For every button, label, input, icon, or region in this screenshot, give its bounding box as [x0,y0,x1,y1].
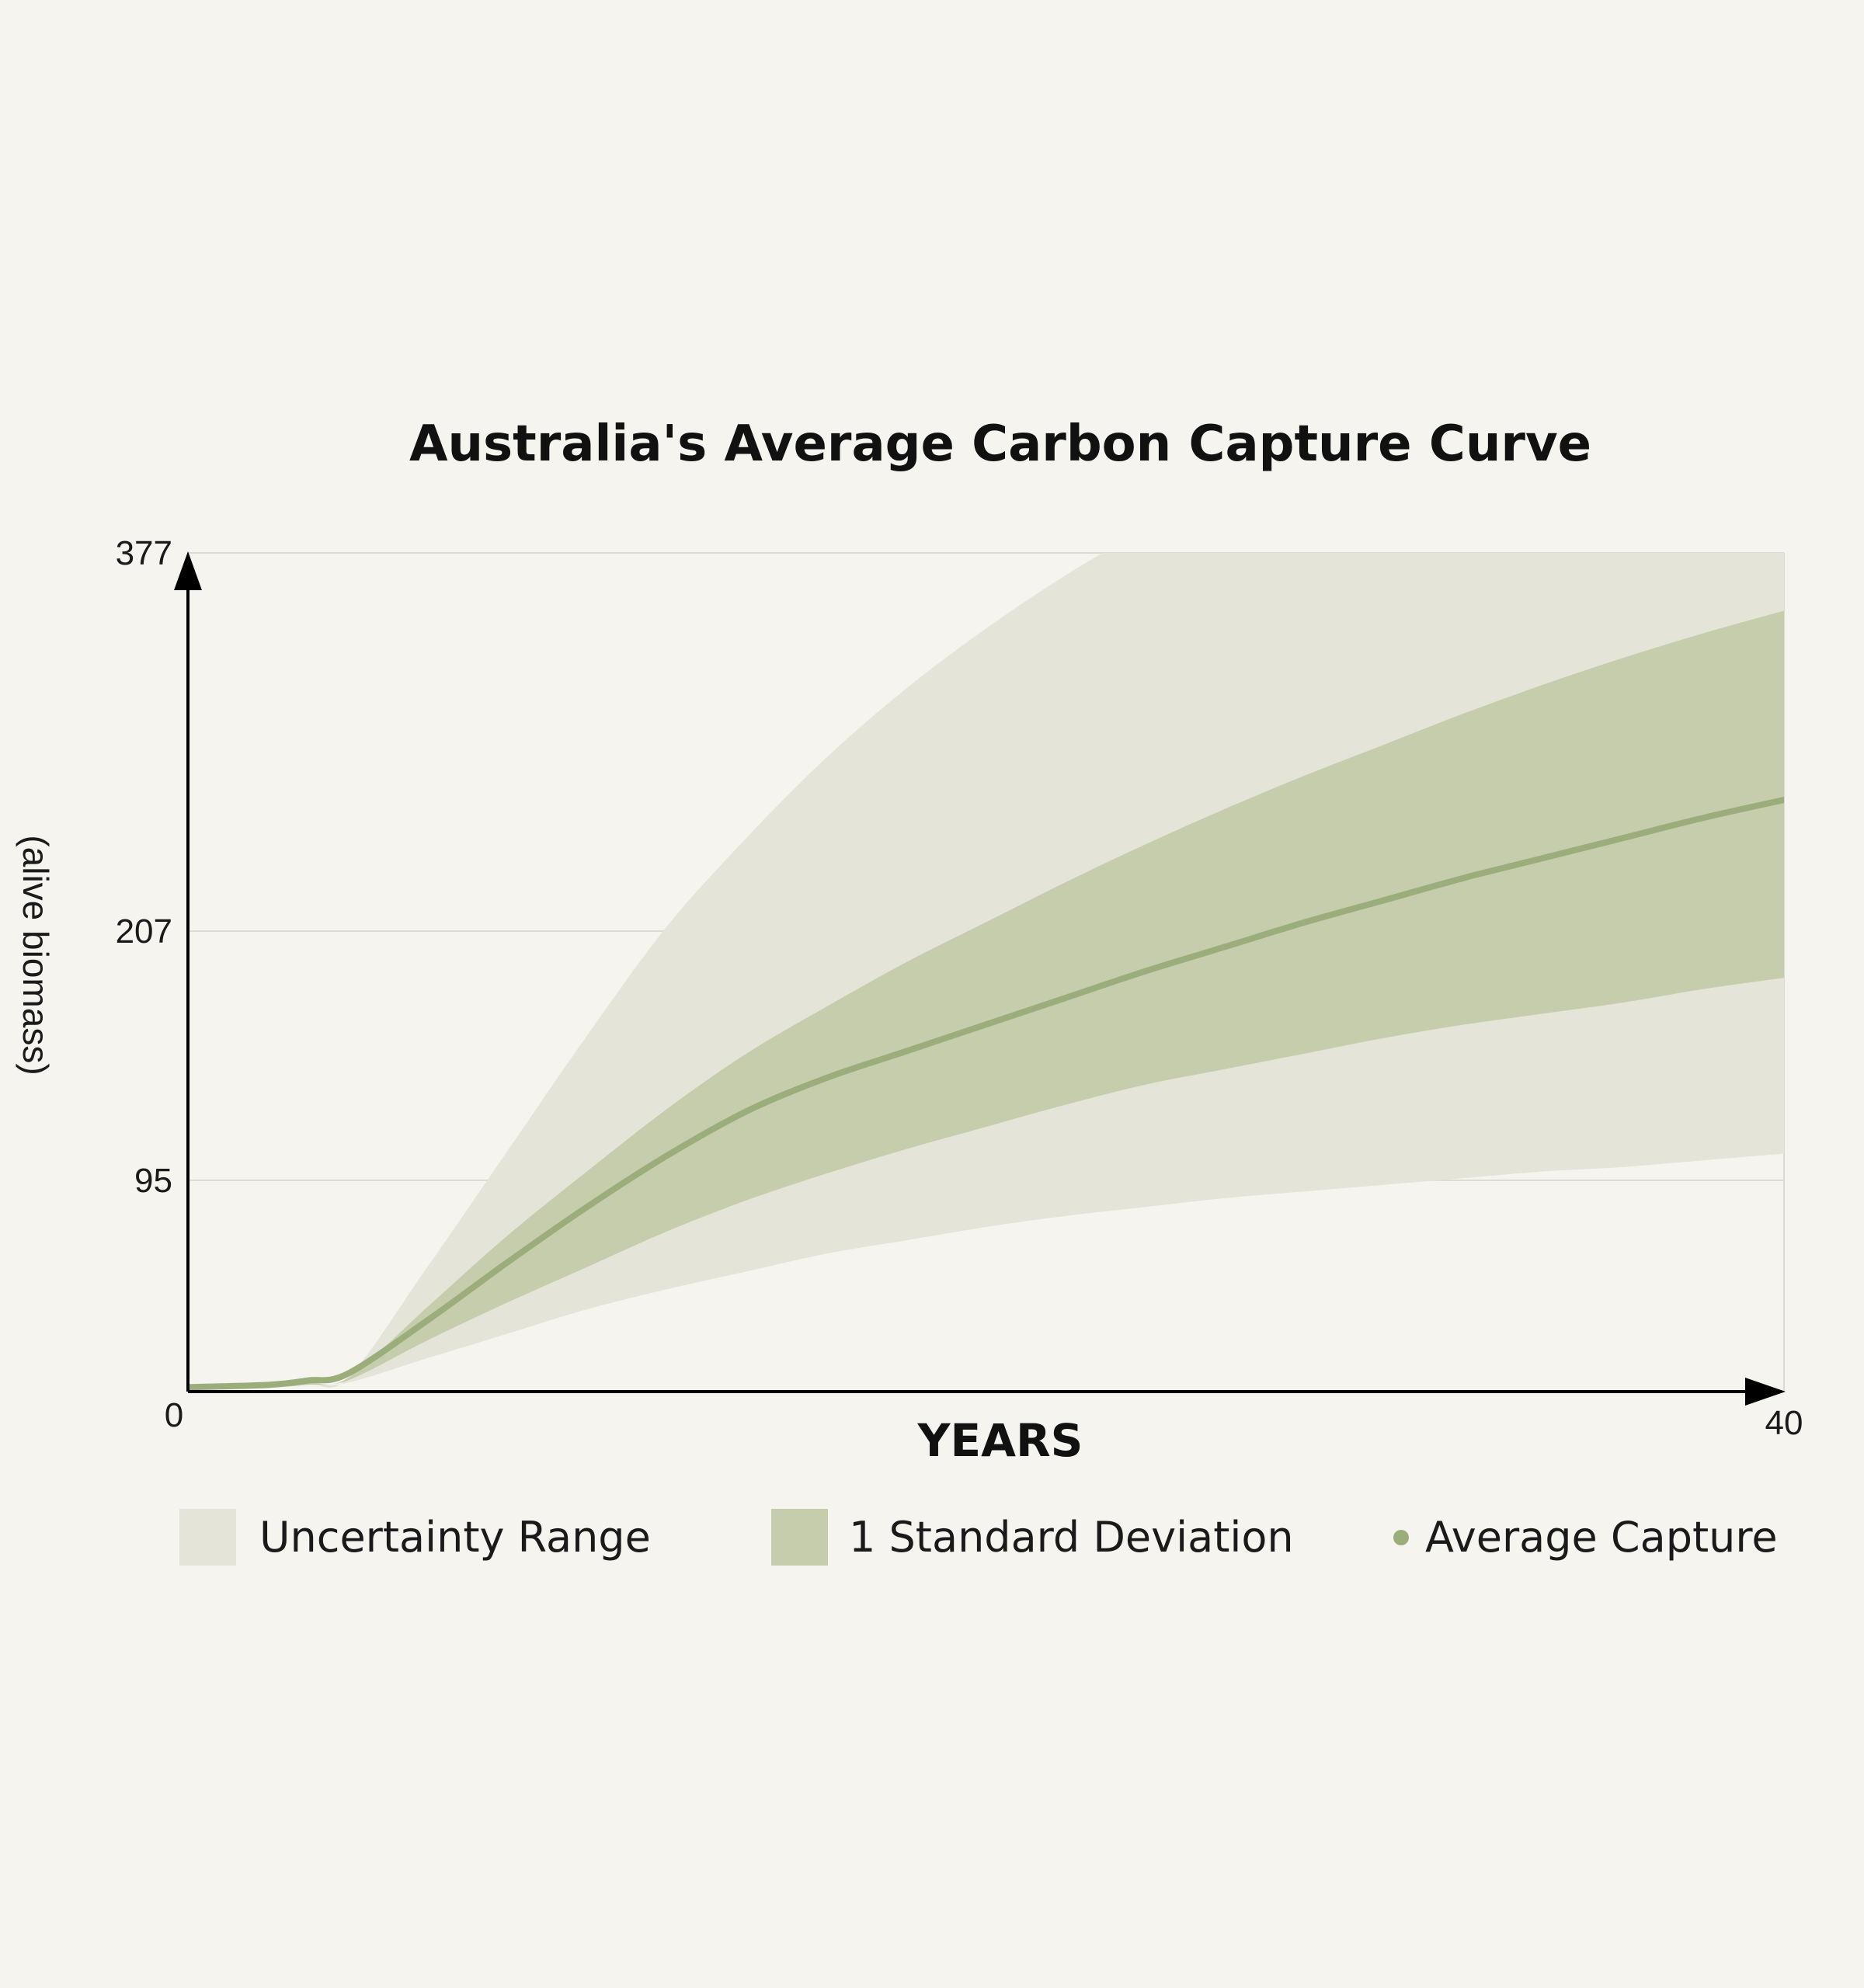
x-tick-label-0: 0 [165,1396,183,1434]
y-axis-label: (alive biomass) [16,835,56,1075]
plot-area: 377 207 95 0 40 [116,534,1803,1442]
legend-swatch-1-standard-deviation [771,1509,828,1566]
x-tick-label-40: 40 [1765,1404,1803,1442]
y-tick-label-95: 95 [134,1162,172,1200]
legend-swatch-uncertainty-range [179,1509,236,1566]
series-group [188,553,1784,1391]
x-axis-arrow [1745,1378,1786,1406]
y-tick-label-377: 377 [116,534,172,572]
chart-title: Australia's Average Carbon Capture Curve [409,415,1591,473]
legend-swatch-average-capture [1393,1530,1409,1545]
legend-label-uncertainty-range: Uncertainty Range [259,1513,651,1562]
x-axis-label: YEARS [917,1414,1083,1467]
band-1-standard-deviation [188,610,1784,1388]
legend: Uncertainty Range 1 Standard Deviation A… [179,1509,1778,1566]
y-tick-label-207: 207 [116,912,172,951]
legend-label-1-standard-deviation: 1 Standard Deviation [849,1513,1294,1562]
y-axis-arrow [174,551,202,590]
line-average-capture [188,797,1784,1391]
legend-label-average-capture: Average Capture [1425,1513,1778,1562]
